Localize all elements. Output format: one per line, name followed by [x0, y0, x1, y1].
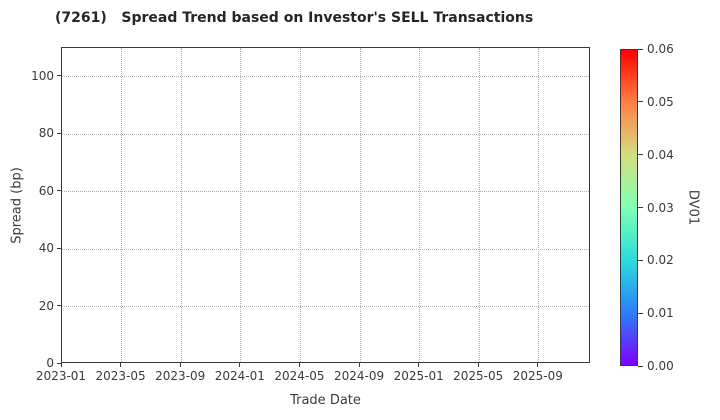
colorbar-tick-label: 0.02 — [647, 253, 674, 268]
y-tick-mark — [57, 305, 61, 307]
colorbar-label: DV01 — [685, 189, 701, 226]
y-tick-label: 80 — [38, 126, 54, 141]
y-tick-mark — [57, 362, 61, 364]
colorbar-tick-mark — [638, 259, 643, 261]
y-gridline — [62, 133, 589, 135]
colorbar-tick-mark — [638, 154, 643, 156]
x-tick-label: 2025-05 — [453, 369, 504, 383]
x-gridline — [359, 48, 361, 362]
x-tick-label: 2025-01 — [393, 369, 444, 383]
y-gridline — [62, 248, 589, 250]
colorbar-tick-label: 0.00 — [647, 359, 674, 373]
colorbar-tick-mark — [638, 48, 643, 50]
x-tick-label: 2023-05 — [95, 369, 146, 383]
colorbar-tick-mark — [638, 365, 643, 367]
y-axis-label: Spread (bp) — [9, 167, 25, 244]
y-tick-mark — [57, 247, 61, 249]
x-axis-label: Trade Date — [290, 393, 361, 408]
colorbar — [620, 49, 638, 366]
x-tick-mark — [537, 363, 539, 367]
y-gridline — [62, 76, 589, 78]
colorbar-tick-label: 0.03 — [647, 200, 674, 215]
x-tick-mark — [120, 363, 122, 367]
x-tick-mark — [179, 363, 181, 367]
y-tick-label: 0 — [46, 356, 54, 370]
x-tick-label: 2025-09 — [512, 369, 563, 383]
x-tick-mark — [239, 363, 241, 367]
y-tick-label: 100 — [31, 68, 54, 83]
colorbar-tick-mark — [638, 312, 643, 314]
x-gridline — [240, 48, 242, 362]
y-tick-mark — [57, 132, 61, 134]
x-tick-label: 2024-05 — [274, 369, 325, 383]
x-tick-label: 2023-09 — [155, 369, 206, 383]
colorbar-tick-label: 0.06 — [647, 42, 674, 56]
y-gridline — [62, 191, 589, 193]
y-tick-label: 40 — [38, 241, 54, 256]
x-tick-mark — [358, 363, 360, 367]
x-tick-mark — [418, 363, 420, 367]
x-tick-mark — [60, 363, 62, 367]
x-gridline — [180, 48, 182, 362]
y-tick-mark — [57, 75, 61, 77]
x-gridline — [121, 48, 123, 362]
x-gridline — [478, 48, 480, 362]
y-tick-label: 60 — [38, 183, 54, 198]
x-gridline — [419, 48, 421, 362]
x-tick-mark — [477, 363, 479, 367]
x-tick-label: 2023-01 — [35, 369, 87, 383]
y-tick-label: 20 — [38, 298, 54, 313]
colorbar-tick-label: 0.01 — [647, 306, 674, 321]
colorbar-tick-mark — [638, 101, 643, 103]
colorbar-tick-label: 0.04 — [647, 147, 674, 162]
x-tick-label: 2024-09 — [333, 369, 385, 383]
plot-area — [61, 47, 590, 363]
x-gridline — [538, 48, 540, 362]
colorbar-tick-label: 0.05 — [647, 94, 674, 109]
colorbar-tick-mark — [638, 207, 643, 208]
x-gridline — [299, 48, 301, 362]
y-gridline — [62, 306, 589, 308]
x-tick-mark — [298, 363, 300, 367]
y-tick-mark — [57, 190, 61, 192]
chart-title: (7261) Spread Trend based on Investor's … — [55, 10, 534, 26]
x-tick-label: 2024-01 — [214, 369, 265, 383]
